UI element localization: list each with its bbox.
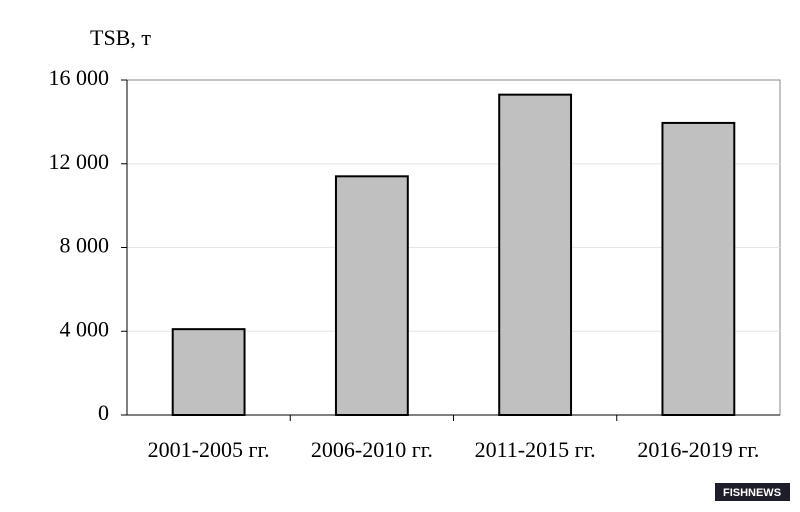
bar: [334, 175, 409, 416]
y-tick-label: 0: [98, 400, 109, 425]
bar: [498, 93, 573, 416]
watermark: FISHNEWS: [723, 487, 781, 499]
y-tick-label: 8 000: [60, 233, 110, 258]
y-tick-label: 12 000: [49, 149, 110, 174]
x-tick-label: 2016-2019 гг.: [637, 437, 759, 462]
bar: [171, 328, 246, 416]
x-tick-label: 2006-2010 гг.: [311, 437, 433, 462]
x-tick-label: 2011-2015 гг.: [475, 437, 596, 462]
watermark-bg: [715, 483, 790, 501]
y-tick-label: 4 000: [60, 316, 110, 341]
y-axis-label: TSB, т: [90, 25, 151, 50]
y-tick-label: 16 000: [49, 65, 110, 90]
bar: [661, 121, 736, 416]
x-tick-label: 2001-2005 гг.: [148, 437, 270, 462]
